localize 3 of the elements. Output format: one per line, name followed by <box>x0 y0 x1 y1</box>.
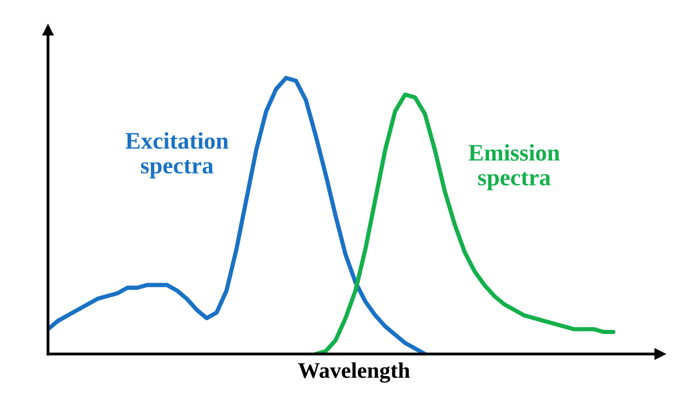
series-label: Emission spectra <box>468 144 560 190</box>
x-axis-title: Wavelength <box>298 362 410 383</box>
series-label: Excitation spectra <box>126 132 228 178</box>
